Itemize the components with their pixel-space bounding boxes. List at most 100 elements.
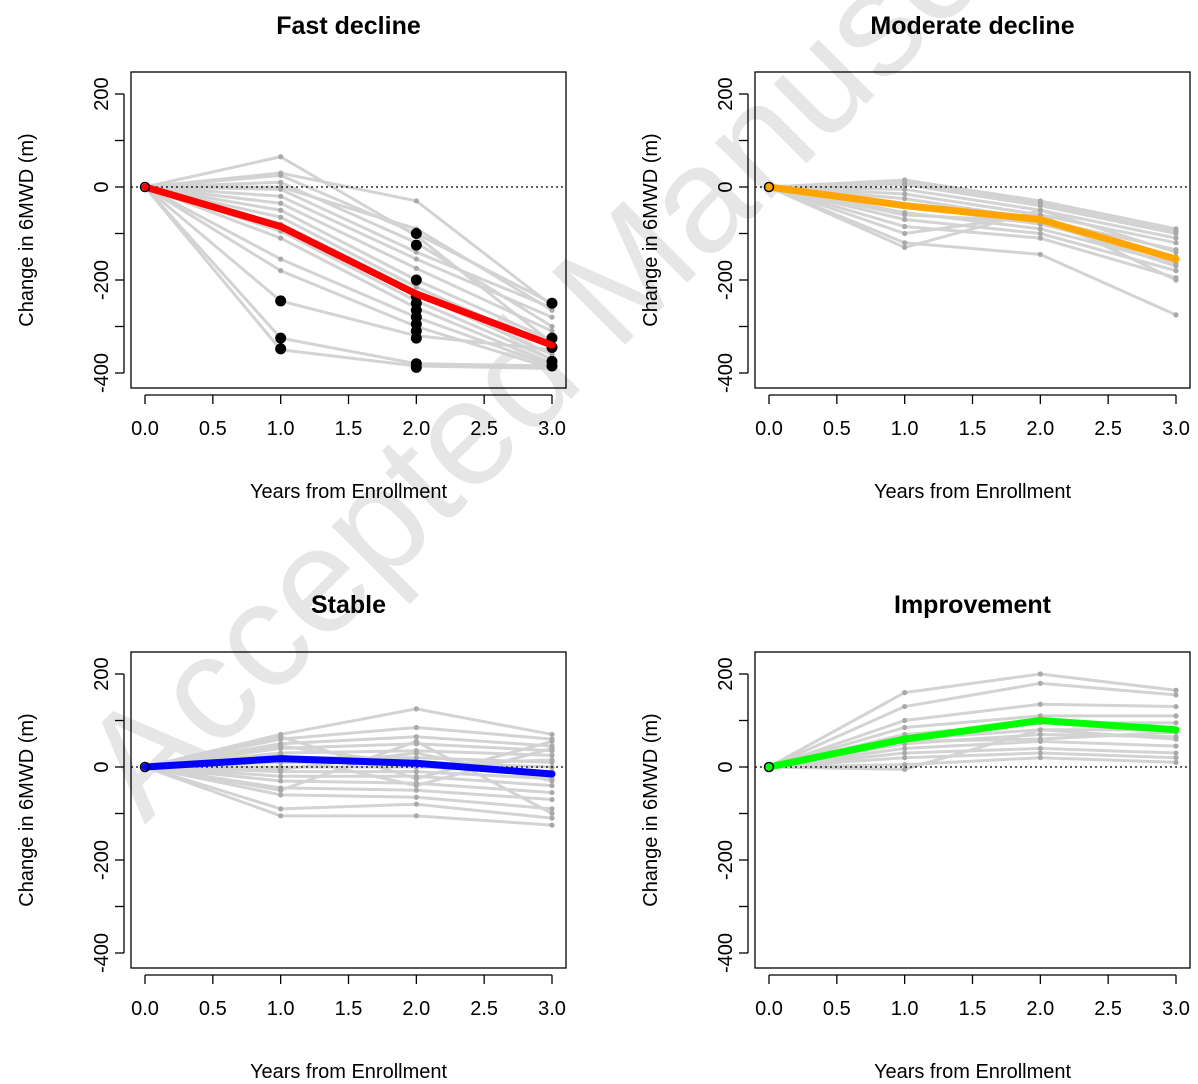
- x-tick-label: 1.0: [267, 998, 295, 1020]
- plot-frame: [754, 71, 1191, 389]
- individual-data-point: [549, 822, 555, 828]
- individual-data-point: [278, 778, 284, 784]
- x-tick-label: 0.0: [131, 998, 159, 1020]
- x-tick-label: 0.0: [755, 998, 783, 1020]
- mean-trajectory-line: [141, 755, 556, 778]
- x-tick-label: 3.0: [538, 998, 566, 1020]
- chart-title: Fast decline: [276, 12, 421, 40]
- individual-data-point: [278, 184, 284, 190]
- individual-trajectory-line: [767, 185, 1178, 268]
- individual-trajectory-line: [143, 185, 554, 370]
- individual-trajectory-line: [767, 739, 1178, 769]
- individual-data-point: [413, 776, 419, 782]
- individual-data-point: [1173, 703, 1179, 710]
- individual-data-point: [1037, 731, 1043, 738]
- x-tick-label: 1.0: [891, 998, 919, 1020]
- individual-trajectory-line: [767, 751, 1178, 769]
- individual-data-point: [413, 706, 419, 712]
- plot-frame: [130, 71, 567, 389]
- x-tick-label: 2.0: [402, 418, 430, 440]
- x-tick-label: 1.5: [959, 418, 987, 440]
- individual-data-point: [413, 198, 419, 204]
- individual-trajectory-line: [143, 171, 554, 308]
- individual-trajectory-line: [143, 765, 554, 788]
- individual-trajectory-line: [143, 185, 554, 319]
- individual-data-point: [413, 787, 419, 793]
- y-tick-label: 200: [91, 77, 113, 110]
- individual-data-point: [413, 801, 419, 807]
- mean-trajectory-line: [765, 183, 1180, 263]
- individual-data-point: [413, 284, 419, 290]
- individual-data-point: [1173, 755, 1179, 761]
- individual-trajectory-line: [767, 185, 1178, 282]
- y-tick-label: -200: [715, 840, 737, 880]
- individual-data-point: [413, 724, 419, 731]
- individual-data-point: [278, 170, 284, 176]
- individual-trajectory-line: [767, 672, 1178, 769]
- individual-data-point: [1173, 750, 1179, 756]
- individual-data-point: [549, 789, 555, 796]
- y-tick-label: -400: [91, 353, 113, 393]
- dropout-point: [410, 239, 422, 251]
- individual-data-point: [1173, 240, 1179, 246]
- individual-trajectory-line: [767, 756, 1178, 769]
- individual-data-point: [549, 806, 555, 812]
- y-axis-label: Change in 6MWD (m): [640, 133, 662, 326]
- individual-data-point: [413, 769, 419, 775]
- x-axis-label: Years from Enrollment: [250, 481, 448, 503]
- individual-data-point: [1173, 249, 1179, 255]
- individual-data-point: [1037, 671, 1043, 677]
- x-tick-label: 2.5: [470, 418, 498, 440]
- y-tick-label: 200: [715, 657, 737, 690]
- individual-trajectory-line: [143, 180, 554, 328]
- individual-data-point: [902, 750, 908, 756]
- individual-data-point: [1173, 312, 1179, 318]
- individual-data-point: [549, 745, 555, 752]
- individual-data-point: [902, 766, 908, 772]
- baseline-point: [139, 181, 151, 193]
- individual-data-point: [549, 323, 555, 330]
- individual-data-point: [278, 256, 284, 262]
- individual-data-point: [549, 757, 555, 763]
- x-tick-label: 0.0: [755, 418, 783, 440]
- individual-data-point: [549, 307, 555, 313]
- individual-trajectory-line: [143, 765, 554, 820]
- individual-data-point: [278, 193, 284, 199]
- individual-data-point: [1037, 680, 1043, 686]
- individual-trajectory-line: [767, 714, 1178, 769]
- individual-data-point: [1173, 263, 1179, 269]
- baseline-point: [763, 761, 775, 773]
- individual-data-point: [413, 738, 419, 745]
- individual-data-point: [413, 734, 419, 740]
- x-tick-label: 1.0: [891, 418, 919, 440]
- y-tick-label: 200: [91, 657, 113, 690]
- individual-data-point: [549, 778, 555, 784]
- individual-data-point: [413, 755, 419, 761]
- individual-data-point: [1173, 743, 1179, 749]
- x-tick-label: 3.0: [538, 418, 566, 440]
- individual-trajectory-line: [143, 765, 554, 795]
- individual-data-point: [278, 179, 284, 185]
- individual-data-point: [278, 792, 284, 798]
- individual-data-point: [278, 806, 284, 812]
- individual-data-point: [1037, 755, 1043, 761]
- individual-data-point: [413, 794, 419, 800]
- individual-trajectory-line: [143, 185, 554, 352]
- individual-data-point: [1037, 736, 1043, 742]
- individual-data-point: [902, 212, 908, 218]
- individual-data-point: [902, 191, 908, 197]
- y-tick-label: 0: [715, 181, 737, 192]
- individual-data-point: [1037, 226, 1043, 232]
- x-tick-label: 2.5: [1094, 998, 1122, 1020]
- individual-data-point: [902, 690, 908, 696]
- x-tick-label: 0.5: [823, 418, 851, 440]
- dropout-point: [275, 332, 287, 344]
- individual-data-point: [902, 762, 908, 768]
- individual-data-point: [902, 703, 908, 710]
- individual-trajectory-line: [143, 765, 554, 827]
- y-tick-label: -400: [715, 933, 737, 973]
- individual-data-point: [1037, 200, 1043, 206]
- individual-data-point: [413, 750, 419, 756]
- dropout-point: [546, 360, 558, 372]
